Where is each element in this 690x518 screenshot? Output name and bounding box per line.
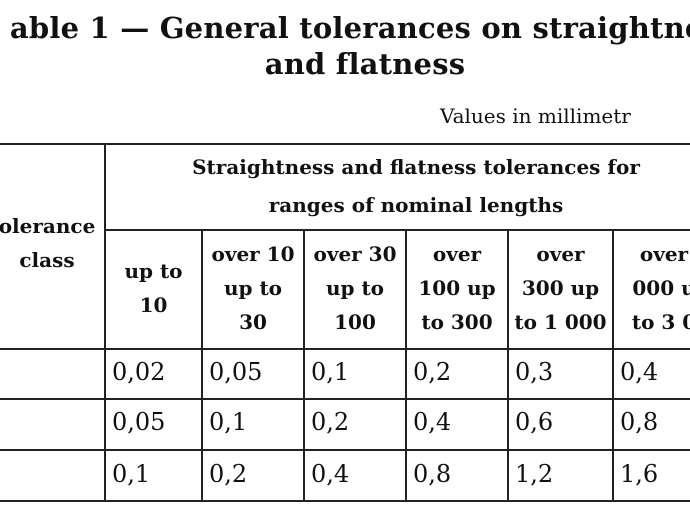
column-header-line: to 300 bbox=[421, 310, 493, 334]
table-title: able 1 — General tolerances on straightn… bbox=[0, 10, 690, 82]
tolerance-value: 0,02 bbox=[112, 358, 166, 386]
column-header-line: up to bbox=[223, 276, 283, 300]
tolerance-value: 0,1 bbox=[311, 358, 350, 386]
column-header-line: over bbox=[639, 242, 689, 266]
table-title-line2: and flatness bbox=[264, 47, 466, 81]
table-title-line1: able 1 — General tolerances on straightn… bbox=[9, 11, 690, 45]
column-header-line: 100 up bbox=[418, 276, 496, 300]
table-rule-subheader bbox=[104, 229, 690, 231]
class-header: olerance class bbox=[0, 209, 106, 277]
table-rule-header-bottom bbox=[0, 348, 690, 350]
column-header-line: up to bbox=[325, 276, 385, 300]
tolerance-value: 0,4 bbox=[620, 358, 659, 386]
column-header-line: 000 u bbox=[632, 276, 690, 300]
units-note: Values in millimetr bbox=[440, 104, 631, 128]
group-header: Straightness and flatness tolerances for… bbox=[106, 148, 690, 224]
tolerance-value: 1,2 bbox=[515, 460, 554, 488]
tolerance-value: 0,1 bbox=[209, 408, 248, 436]
tolerance-value: 0,05 bbox=[209, 358, 263, 386]
table-rule-row2 bbox=[0, 449, 690, 451]
column-header-line: to 1 000 bbox=[514, 310, 607, 334]
column-header: over 100 up to 300 bbox=[407, 237, 507, 339]
column-header-line: over 30 bbox=[313, 242, 397, 266]
column-header-line: over 10 bbox=[211, 242, 295, 266]
group-header-line2: ranges of nominal lengths bbox=[268, 193, 564, 217]
tolerance-value: 0,2 bbox=[311, 408, 350, 436]
column-header-line: over bbox=[536, 242, 585, 266]
table-rule-top bbox=[0, 143, 690, 145]
column-header-line: up to bbox=[124, 259, 183, 283]
column-header-line: 30 bbox=[239, 310, 267, 334]
class-header-line1: olerance bbox=[0, 214, 96, 238]
column-header-line: to 3 0 bbox=[631, 310, 690, 334]
table-rule-bottom bbox=[0, 500, 690, 502]
column-header: over 10 up to 30 bbox=[203, 237, 303, 339]
tolerance-value: 0,05 bbox=[112, 408, 166, 436]
tolerance-value: 0,8 bbox=[413, 460, 452, 488]
column-header: over 000 u to 3 0 bbox=[614, 237, 690, 339]
tolerance-value: 0,2 bbox=[413, 358, 452, 386]
table-rule-col1 bbox=[201, 229, 203, 502]
tolerance-value: 0,6 bbox=[515, 408, 554, 436]
tolerance-value: 1,6 bbox=[620, 460, 659, 488]
tolerance-value: 0,4 bbox=[413, 408, 452, 436]
tolerance-value: 0,3 bbox=[515, 358, 554, 386]
class-header-line2: class bbox=[19, 248, 75, 272]
column-header: over 30 up to 100 bbox=[305, 237, 405, 339]
tolerance-value: 0,4 bbox=[311, 460, 350, 488]
table-rule-col3 bbox=[405, 229, 407, 502]
table-rule-col4 bbox=[507, 229, 509, 502]
table-rule-row1 bbox=[0, 398, 690, 400]
table-rule-col0 bbox=[104, 143, 106, 502]
tolerance-value: 0,2 bbox=[209, 460, 248, 488]
table-rule-col5 bbox=[612, 229, 614, 502]
group-header-line1: Straightness and flatness tolerances for bbox=[192, 155, 640, 179]
column-header-line: 100 bbox=[334, 310, 376, 334]
tolerance-value: 0,1 bbox=[112, 460, 151, 488]
table-rule-col2 bbox=[303, 229, 305, 502]
column-header: over 300 up to 1 000 bbox=[509, 237, 612, 339]
column-header-line: over bbox=[432, 242, 482, 266]
tolerance-value: 0,8 bbox=[620, 408, 659, 436]
column-header-line: 10 bbox=[139, 293, 168, 317]
column-header: up to 10 bbox=[106, 254, 201, 322]
column-header-line: 300 up bbox=[521, 276, 600, 300]
